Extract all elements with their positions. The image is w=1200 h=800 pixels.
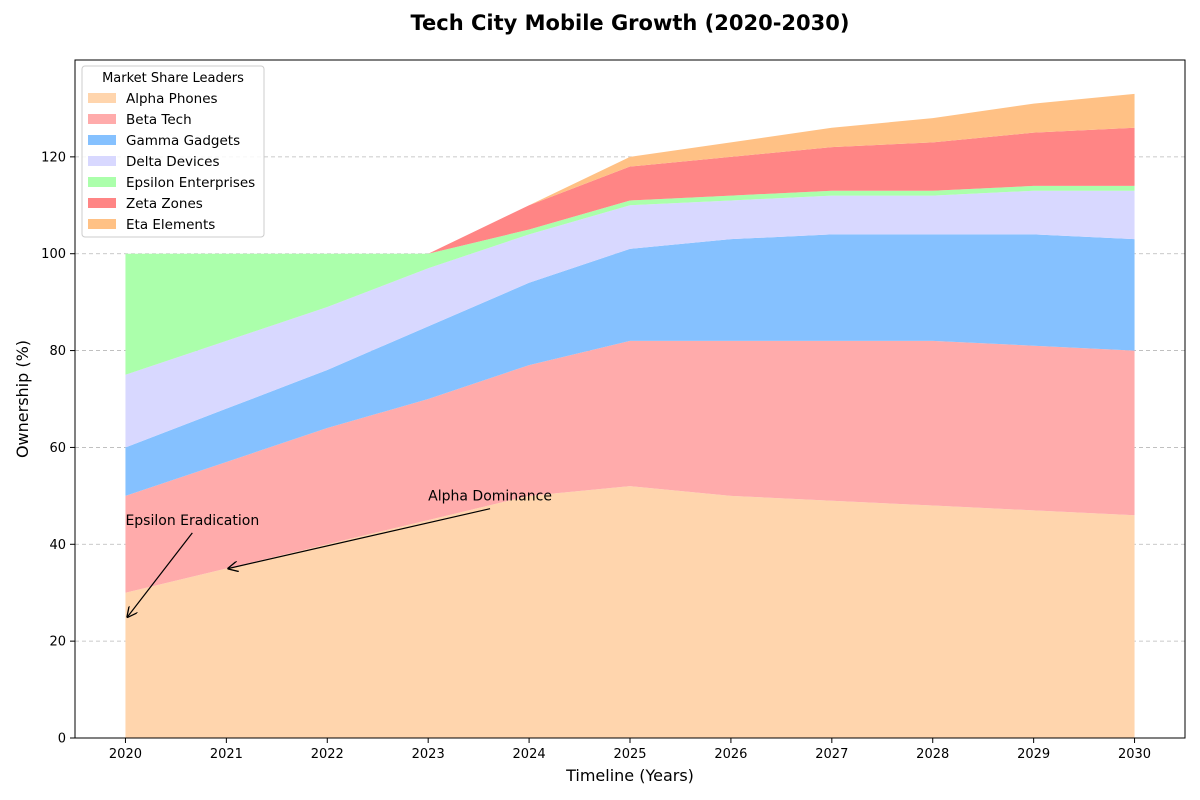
x-tick-label: 2024 [513,747,546,762]
x-tick-label: 2026 [714,747,747,762]
legend: Market Share Leaders Alpha Phones Beta Te… [81,65,265,238]
legend-box [81,65,265,238]
x-tick-label: 2021 [210,747,243,762]
area-series-eta-elements [125,93,1135,254]
x-tick-label: 2028 [916,747,949,762]
annotations: Epsilon Eradication Alpha Dominance [125,489,552,617]
legend-item-label: Beta Tech [126,112,192,128]
x-tick-label: 2027 [815,747,848,762]
legend-swatch [88,135,116,145]
y-tick-label: 0 [58,732,66,747]
y-tick-label: 20 [49,635,66,650]
x-tick-label: 2023 [412,747,445,762]
area-series-beta-tech [125,340,1135,593]
x-tick-label: 2022 [311,747,344,762]
legend-title: Market Share Leaders [102,71,244,86]
annotation-label: Epsilon Eradication [125,513,259,529]
area-series-zeta-zones [125,127,1135,254]
annotation-arrow [127,532,193,617]
legend-item-label: Epsilon Enterprises [126,175,255,191]
annotation-label: Alpha Dominance [428,489,552,505]
legend-item-label: Gamma Gadgets [126,133,240,149]
legend-swatch [88,114,116,124]
x-tick-label: 2025 [613,747,646,762]
area-series-epsilon-enterprises [125,185,1135,375]
legend-swatch [88,93,116,103]
legend-item-label: Delta Devices [126,154,220,170]
x-axis-ticks: 2020 2021 2022 2023 2024 2025 2026 2027 2028 2029… [109,738,1151,762]
area-series-gamma-gadgets [125,234,1135,496]
legend-swatch [88,177,116,187]
legend-swatch [88,156,116,166]
y-tick-label: 120 [41,150,66,165]
stacked-areas [125,93,1135,738]
legend-swatch [88,198,116,208]
y-tick-label: 100 [41,247,66,262]
area-series-alpha-phones [125,486,1135,738]
x-tick-label: 2020 [109,747,142,762]
area-series-delta-devices [125,190,1135,448]
x-tick-label: 2030 [1118,747,1151,762]
y-axis-label: Ownership (%) [13,340,32,458]
legend-item-label: Zeta Zones [126,196,203,212]
y-tick-label: 60 [49,441,66,456]
x-axis-label: Timeline (Years) [565,766,694,785]
y-axis-ticks: 0 20 40 60 80 100 120 [41,150,75,747]
legend-item-label: Alpha Phones [126,91,218,107]
y-tick-label: 40 [49,538,66,553]
x-tick-label: 2029 [1017,747,1050,762]
y-tick-label: 80 [49,344,66,359]
legend-swatch [88,219,116,229]
annotation-arrow [228,508,491,569]
legend-item-label: Eta Elements [126,217,215,233]
chart-title: Tech City Mobile Growth (2020-2030) [411,11,850,35]
